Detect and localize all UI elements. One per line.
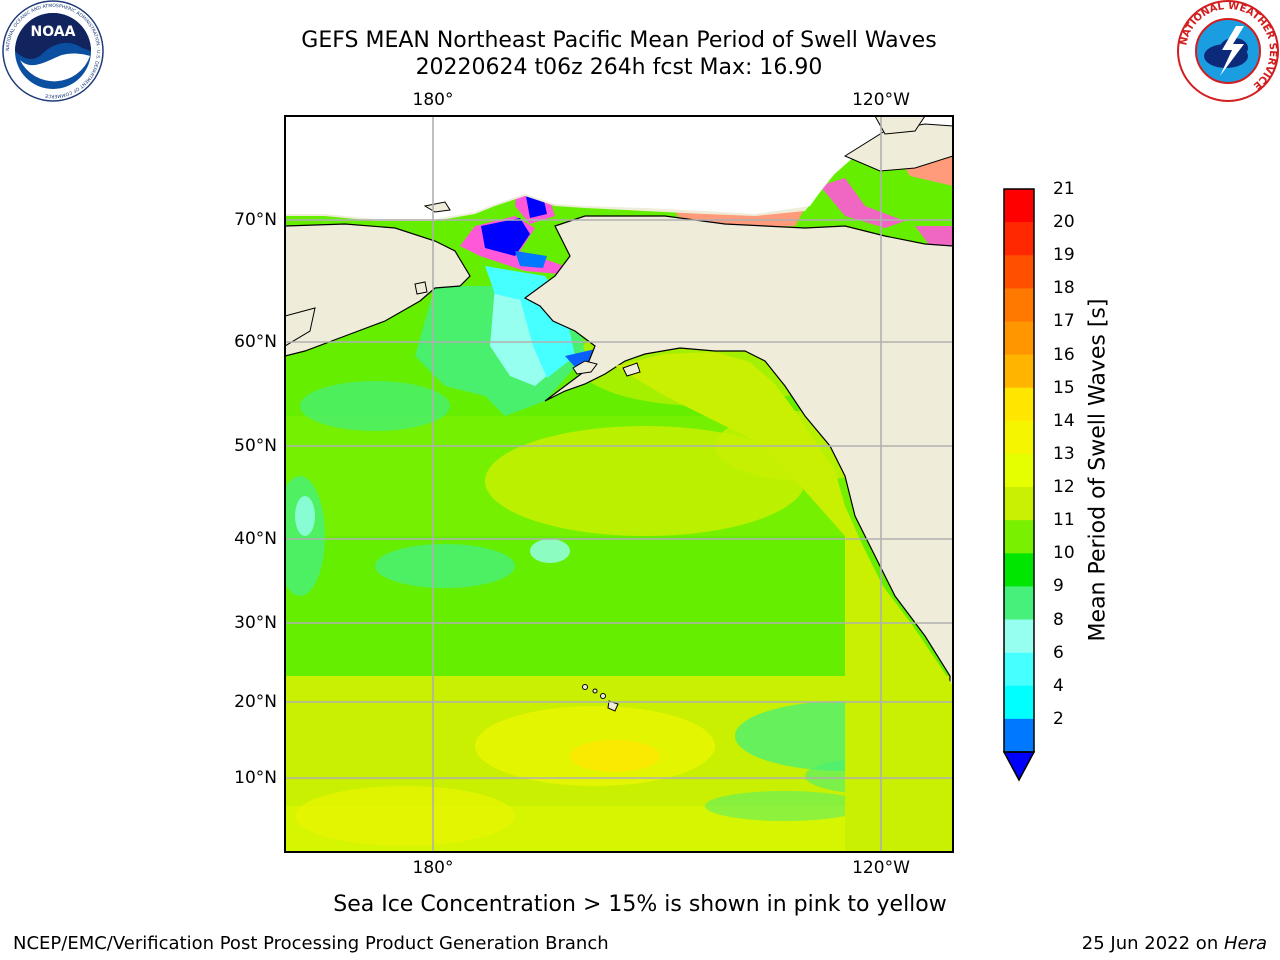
- lon-label-bottom-120w: 120°W: [852, 858, 910, 878]
- hawaii-islands: [607, 700, 619, 712]
- colorbar-segment: [1004, 387, 1034, 422]
- lon-label-top-180: 180°: [412, 90, 454, 110]
- colorbar-tick-label: 6: [1053, 642, 1064, 663]
- chart-subtitle: 20220624 t06z 264h fcst Max: 16.90: [415, 55, 823, 80]
- lat-label-30n: 30°N: [234, 613, 277, 633]
- colorbar-segment: [1004, 420, 1034, 455]
- colorbar-tick-label: 11: [1053, 510, 1075, 531]
- nws-logo: NATIONAL WEATHER SERVICE: [1177, 0, 1279, 102]
- colorbar-tick-label: 19: [1053, 245, 1075, 266]
- colorbar-tick-label: 9: [1053, 576, 1064, 597]
- colorbar-segment: [1004, 288, 1034, 322]
- lat-label-10n: 10°N: [234, 768, 277, 788]
- land-siberia: [285, 223, 471, 357]
- colorbar-segment: [1004, 189, 1034, 223]
- footer-date: 25 Jun 2022 on Hera: [1082, 933, 1267, 955]
- colorbar-segment: [1004, 222, 1034, 256]
- colorbar-segment: [1004, 553, 1034, 587]
- colorbar-segment: [1004, 619, 1034, 654]
- colorbar-tick-label: 14: [1053, 410, 1075, 431]
- colorbar: [1002, 188, 1036, 782]
- colorbar-tick-label: 10: [1053, 543, 1075, 564]
- colorbar-tick-label: 13: [1053, 443, 1075, 464]
- colorbar-tick-label: 4: [1053, 675, 1064, 696]
- colorbar-tick-label: 2: [1053, 708, 1064, 729]
- colorbar-tick-label: 8: [1053, 609, 1064, 630]
- footer-credit: NCEP/EMC/Verification Post Processing Pr…: [13, 933, 609, 954]
- lon-label-top-120w: 120°W: [852, 90, 910, 110]
- colorbar-tick-label: 12: [1053, 477, 1075, 498]
- colorbar-tick-label: 20: [1053, 212, 1075, 233]
- colorbar-label: Mean Period of Swell Waves [s]: [1085, 298, 1111, 642]
- colorbar-segment: [1004, 652, 1034, 687]
- colorbar-segment: [1004, 685, 1034, 720]
- sea-ice-caption: Sea Ice Concentration > 15% is shown in …: [333, 892, 947, 917]
- colorbar-tick-label: 17: [1053, 311, 1075, 332]
- colorbar-segment: [1004, 520, 1034, 554]
- colorbar-tick-label: 16: [1053, 344, 1075, 365]
- map-frame: [284, 115, 954, 853]
- lat-label-50n: 50°N: [234, 436, 277, 456]
- lat-label-70n: 70°N: [234, 210, 277, 230]
- colorbar-segment: [1004, 487, 1034, 521]
- colorbar-segment: [1004, 453, 1034, 488]
- colorbar-tick-label: 15: [1053, 377, 1075, 398]
- lon-label-bottom-180: 180°: [412, 858, 454, 878]
- colorbar-segment: [1004, 718, 1034, 753]
- lat-label-40n: 40°N: [234, 529, 277, 549]
- colorbar-segment: [1004, 354, 1034, 389]
- colorbar-segment: [1004, 321, 1034, 356]
- land-north-america: [523, 215, 953, 852]
- lat-label-20n: 20°N: [234, 692, 277, 712]
- colorbar-segment: [1004, 586, 1034, 621]
- chart-title: GEFS MEAN Northeast Pacific Mean Period …: [301, 28, 937, 53]
- noaa-logo-text: NOAA: [31, 24, 76, 40]
- colorbar-segment: [1004, 255, 1034, 289]
- colorbar-tick-label: 21: [1053, 179, 1075, 199]
- colorbar-extend-arrow: [1002, 751, 1036, 782]
- colorbar-tick-label: 18: [1053, 278, 1075, 299]
- footer-host: Hera: [1223, 933, 1267, 954]
- lat-label-60n: 60°N: [234, 332, 277, 352]
- map-panel: [285, 116, 953, 852]
- colorbar-segments: [1004, 189, 1034, 753]
- noaa-logo: NOAA NATIONAL OCEANIC AND ATMOSPHERIC AD…: [2, 0, 104, 102]
- footer-date-text: 25 Jun 2022 on: [1081, 933, 1224, 954]
- map-gridlines: [285, 116, 953, 852]
